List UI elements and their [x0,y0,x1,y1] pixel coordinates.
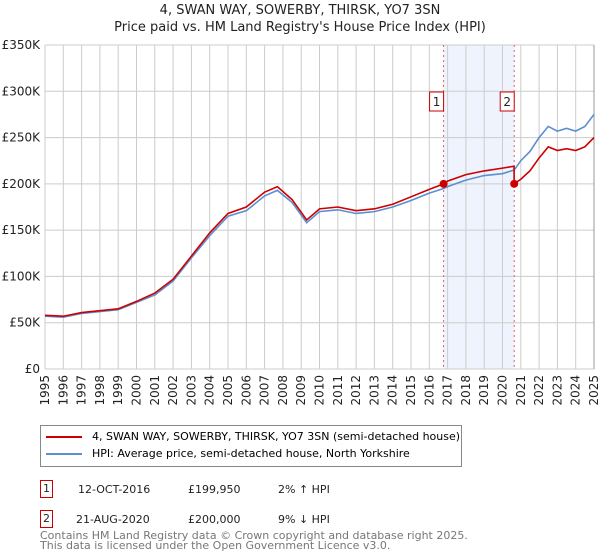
x-tick-label: 1997 [75,375,89,406]
sale-badge-label: 1 [433,95,441,109]
x-tick-label: 1996 [56,375,70,406]
y-tick-label: £250K [2,131,42,145]
x-tick-label: 2011 [331,375,345,406]
footer: Contains HM Land Registry data © Crown c… [40,529,468,552]
sale-badge-box [499,91,515,112]
x-tick-label: 2006 [239,375,253,406]
legend-swatch-property [46,435,82,438]
hpi-line [44,113,595,318]
x-tick-label: 2018 [459,375,473,406]
x-tick-label: 2004 [203,375,217,406]
sale-badge-label: 2 [503,95,511,109]
x-tick-label: 2017 [441,375,455,406]
sale-point [510,179,519,188]
x-tick-label: 1999 [111,375,125,406]
x-tick-label: 2016 [422,375,436,406]
x-tick-label: 2014 [386,375,400,406]
y-tick-label: £200K [2,177,42,191]
x-tick-label: 2013 [367,375,381,406]
x-tick-label: 1995 [38,375,52,406]
sale-badge: 2 [40,510,53,528]
legend-swatch-hpi [46,452,82,455]
footer-line: Contains HM Land Registry data © Crown c… [40,529,468,542]
x-tick-label: 2009 [294,375,308,406]
x-tick-label: 2023 [550,375,564,406]
x-tick-label: 2007 [258,375,272,406]
x-tick-label: 2003 [184,375,198,406]
sale-hpi-diff: 2% ↑ HPI [278,483,330,496]
x-tick-label: 2020 [496,375,510,406]
footer-line: This data is licensed under the Open Gov… [40,539,391,552]
x-tick-label: 2005 [221,375,235,406]
x-tick-label: 2019 [477,375,491,406]
x-tick-label: 2025 [587,375,600,406]
x-tick-label: 2002 [166,375,180,406]
chart-subtitle: Price paid vs. HM Land Registry's House … [114,20,486,35]
sale-date: 12-OCT-2016 [78,483,151,496]
x-tick-label: 2008 [276,375,290,406]
legend-label-property: 4, SWAN WAY, SOWERBY, THIRSK, YO7 3SN (s… [92,430,461,443]
sale-date: 21-AUG-2020 [76,513,150,526]
x-tick-label: 2001 [148,375,162,406]
y-tick-label: £0 [25,362,40,376]
x-tick-label: 1998 [93,375,107,406]
legend-label-hpi: HPI: Average price, semi-detached house,… [92,447,410,460]
y-tick-label: £100K [2,269,42,283]
legend: 4, SWAN WAY, SOWERBY, THIRSK, YO7 3SN (s… [40,425,462,467]
x-tick-label: 2010 [313,375,327,406]
y-tick-label: £50K [9,316,41,330]
sale-badge-box [429,91,445,112]
y-tick-label: £350K [2,38,42,52]
y-tick-label: £300K [2,84,42,98]
sale-price: £200,000 [188,513,241,526]
x-tick-label: 2022 [532,375,546,406]
sale-badge: 1 [40,480,53,498]
x-tick-label: 2024 [569,375,583,406]
x-tick-label: 2000 [130,375,144,406]
chart-title: 4, SWAN WAY, SOWERBY, THIRSK, YO7 3SN [159,3,441,18]
x-tick-label: 2012 [349,375,363,406]
y-tick-label: £150K [2,223,42,237]
property-line [44,137,595,318]
x-tick-label: 2021 [514,375,528,406]
price-chart: 1995 1996 1997 1998 1999 2000 2001 2002 2003 2004… [2,38,600,406]
sale-hpi-diff: 9% ↓ HPI [278,513,330,526]
sale-point [439,179,448,188]
x-tick-label: 2015 [404,375,418,406]
sale-price: £199,950 [188,483,241,496]
